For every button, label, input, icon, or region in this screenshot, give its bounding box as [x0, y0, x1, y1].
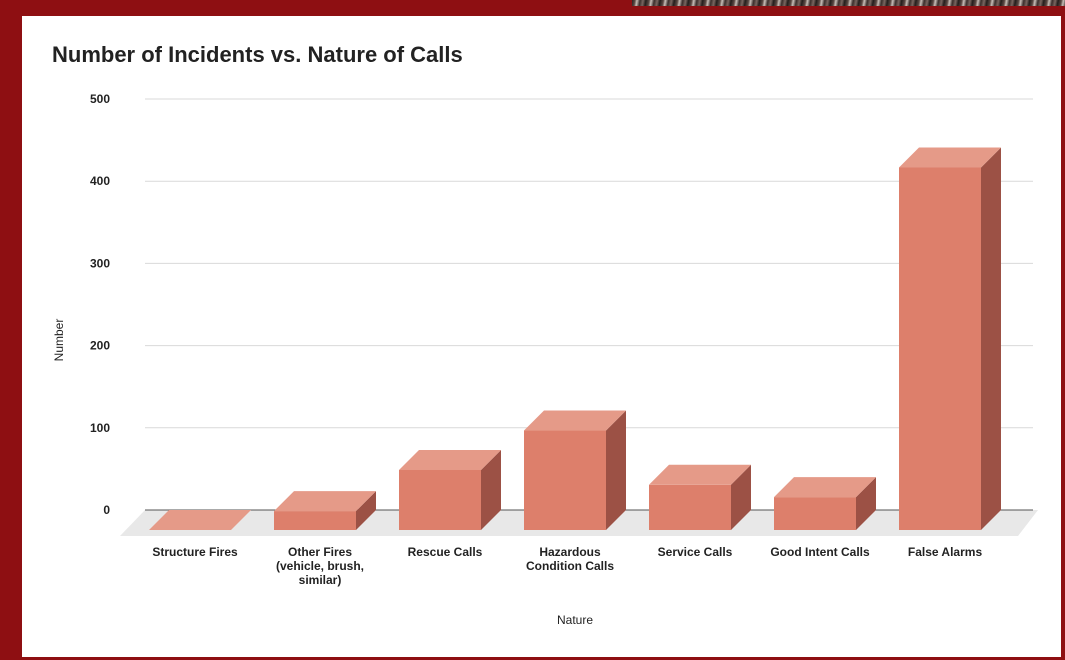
- frame-left-bar: [0, 0, 20, 660]
- x-category-label: Other Fires (vehicle, brush, similar): [276, 545, 364, 587]
- chart-title: Number of Incidents vs. Nature of Calls: [52, 42, 463, 67]
- bar: [149, 510, 251, 530]
- bar-top: [649, 464, 751, 485]
- bar: [274, 491, 376, 530]
- bar: [399, 449, 501, 530]
- bar-side: [856, 477, 876, 530]
- bar: [899, 147, 1001, 531]
- x-category-label: Good Intent Calls: [770, 545, 870, 559]
- frame-top-right-bar: [612, 6, 1065, 16]
- x-category-label: False Alarms: [908, 545, 983, 559]
- bar: [774, 477, 876, 530]
- bar-side: [356, 491, 376, 530]
- y-tick-label: 200: [90, 339, 110, 353]
- y-tick-label: 500: [90, 92, 110, 106]
- bars: [149, 147, 1001, 531]
- bar-side: [606, 410, 626, 530]
- y-tick-label: 100: [90, 421, 110, 435]
- bar-top: [774, 477, 876, 498]
- bar-front: [399, 469, 481, 530]
- bar-side: [731, 464, 751, 530]
- bar-front: [899, 167, 981, 531]
- y-axis-title: Number: [52, 319, 66, 362]
- bar-side: [981, 147, 1001, 531]
- x-category-label: Rescue Calls: [408, 545, 483, 559]
- chart-panel: [20, 6, 1065, 660]
- bar-top: [274, 491, 376, 512]
- y-tick-label: 0: [103, 503, 110, 517]
- x-category-label: Service Calls: [658, 545, 733, 559]
- bar: [649, 464, 751, 530]
- x-category-labels: Structure Fires Other Fires (vehicle, brus…: [152, 545, 982, 587]
- x-axis-title: Nature: [557, 613, 593, 627]
- x-category-label: Structure Fires: [152, 545, 238, 559]
- bar-front: [274, 511, 356, 530]
- bar: [524, 410, 626, 530]
- bar-side: [481, 449, 501, 530]
- y-tick-label: 400: [90, 174, 110, 188]
- y-tick-labels: 0 100 200 300 400 500: [90, 92, 110, 517]
- bar-front: [649, 484, 731, 530]
- bar-top: [399, 449, 501, 470]
- bar-front: [524, 430, 606, 530]
- y-tick-label: 300: [90, 256, 110, 270]
- bar-front: [774, 497, 856, 530]
- bar-top: [899, 147, 1001, 168]
- frame-top-bar: [0, 0, 1065, 6]
- bar-top: [149, 510, 251, 530]
- bar-top: [524, 410, 626, 431]
- x-category-label: Hazardous Condition Calls: [526, 545, 614, 573]
